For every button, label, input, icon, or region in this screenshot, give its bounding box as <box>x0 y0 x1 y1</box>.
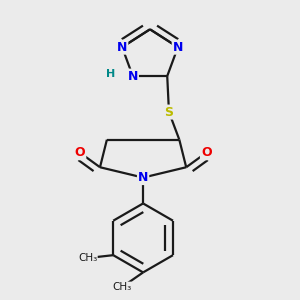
Text: S: S <box>164 106 173 118</box>
Text: H: H <box>106 69 115 80</box>
Text: O: O <box>201 146 211 159</box>
Text: N: N <box>138 171 148 184</box>
Text: N: N <box>128 70 138 83</box>
Text: N: N <box>173 41 183 54</box>
Text: O: O <box>75 146 85 159</box>
Text: N: N <box>117 41 127 54</box>
Text: CH₃: CH₃ <box>78 253 97 263</box>
Text: CH₃: CH₃ <box>112 282 131 292</box>
